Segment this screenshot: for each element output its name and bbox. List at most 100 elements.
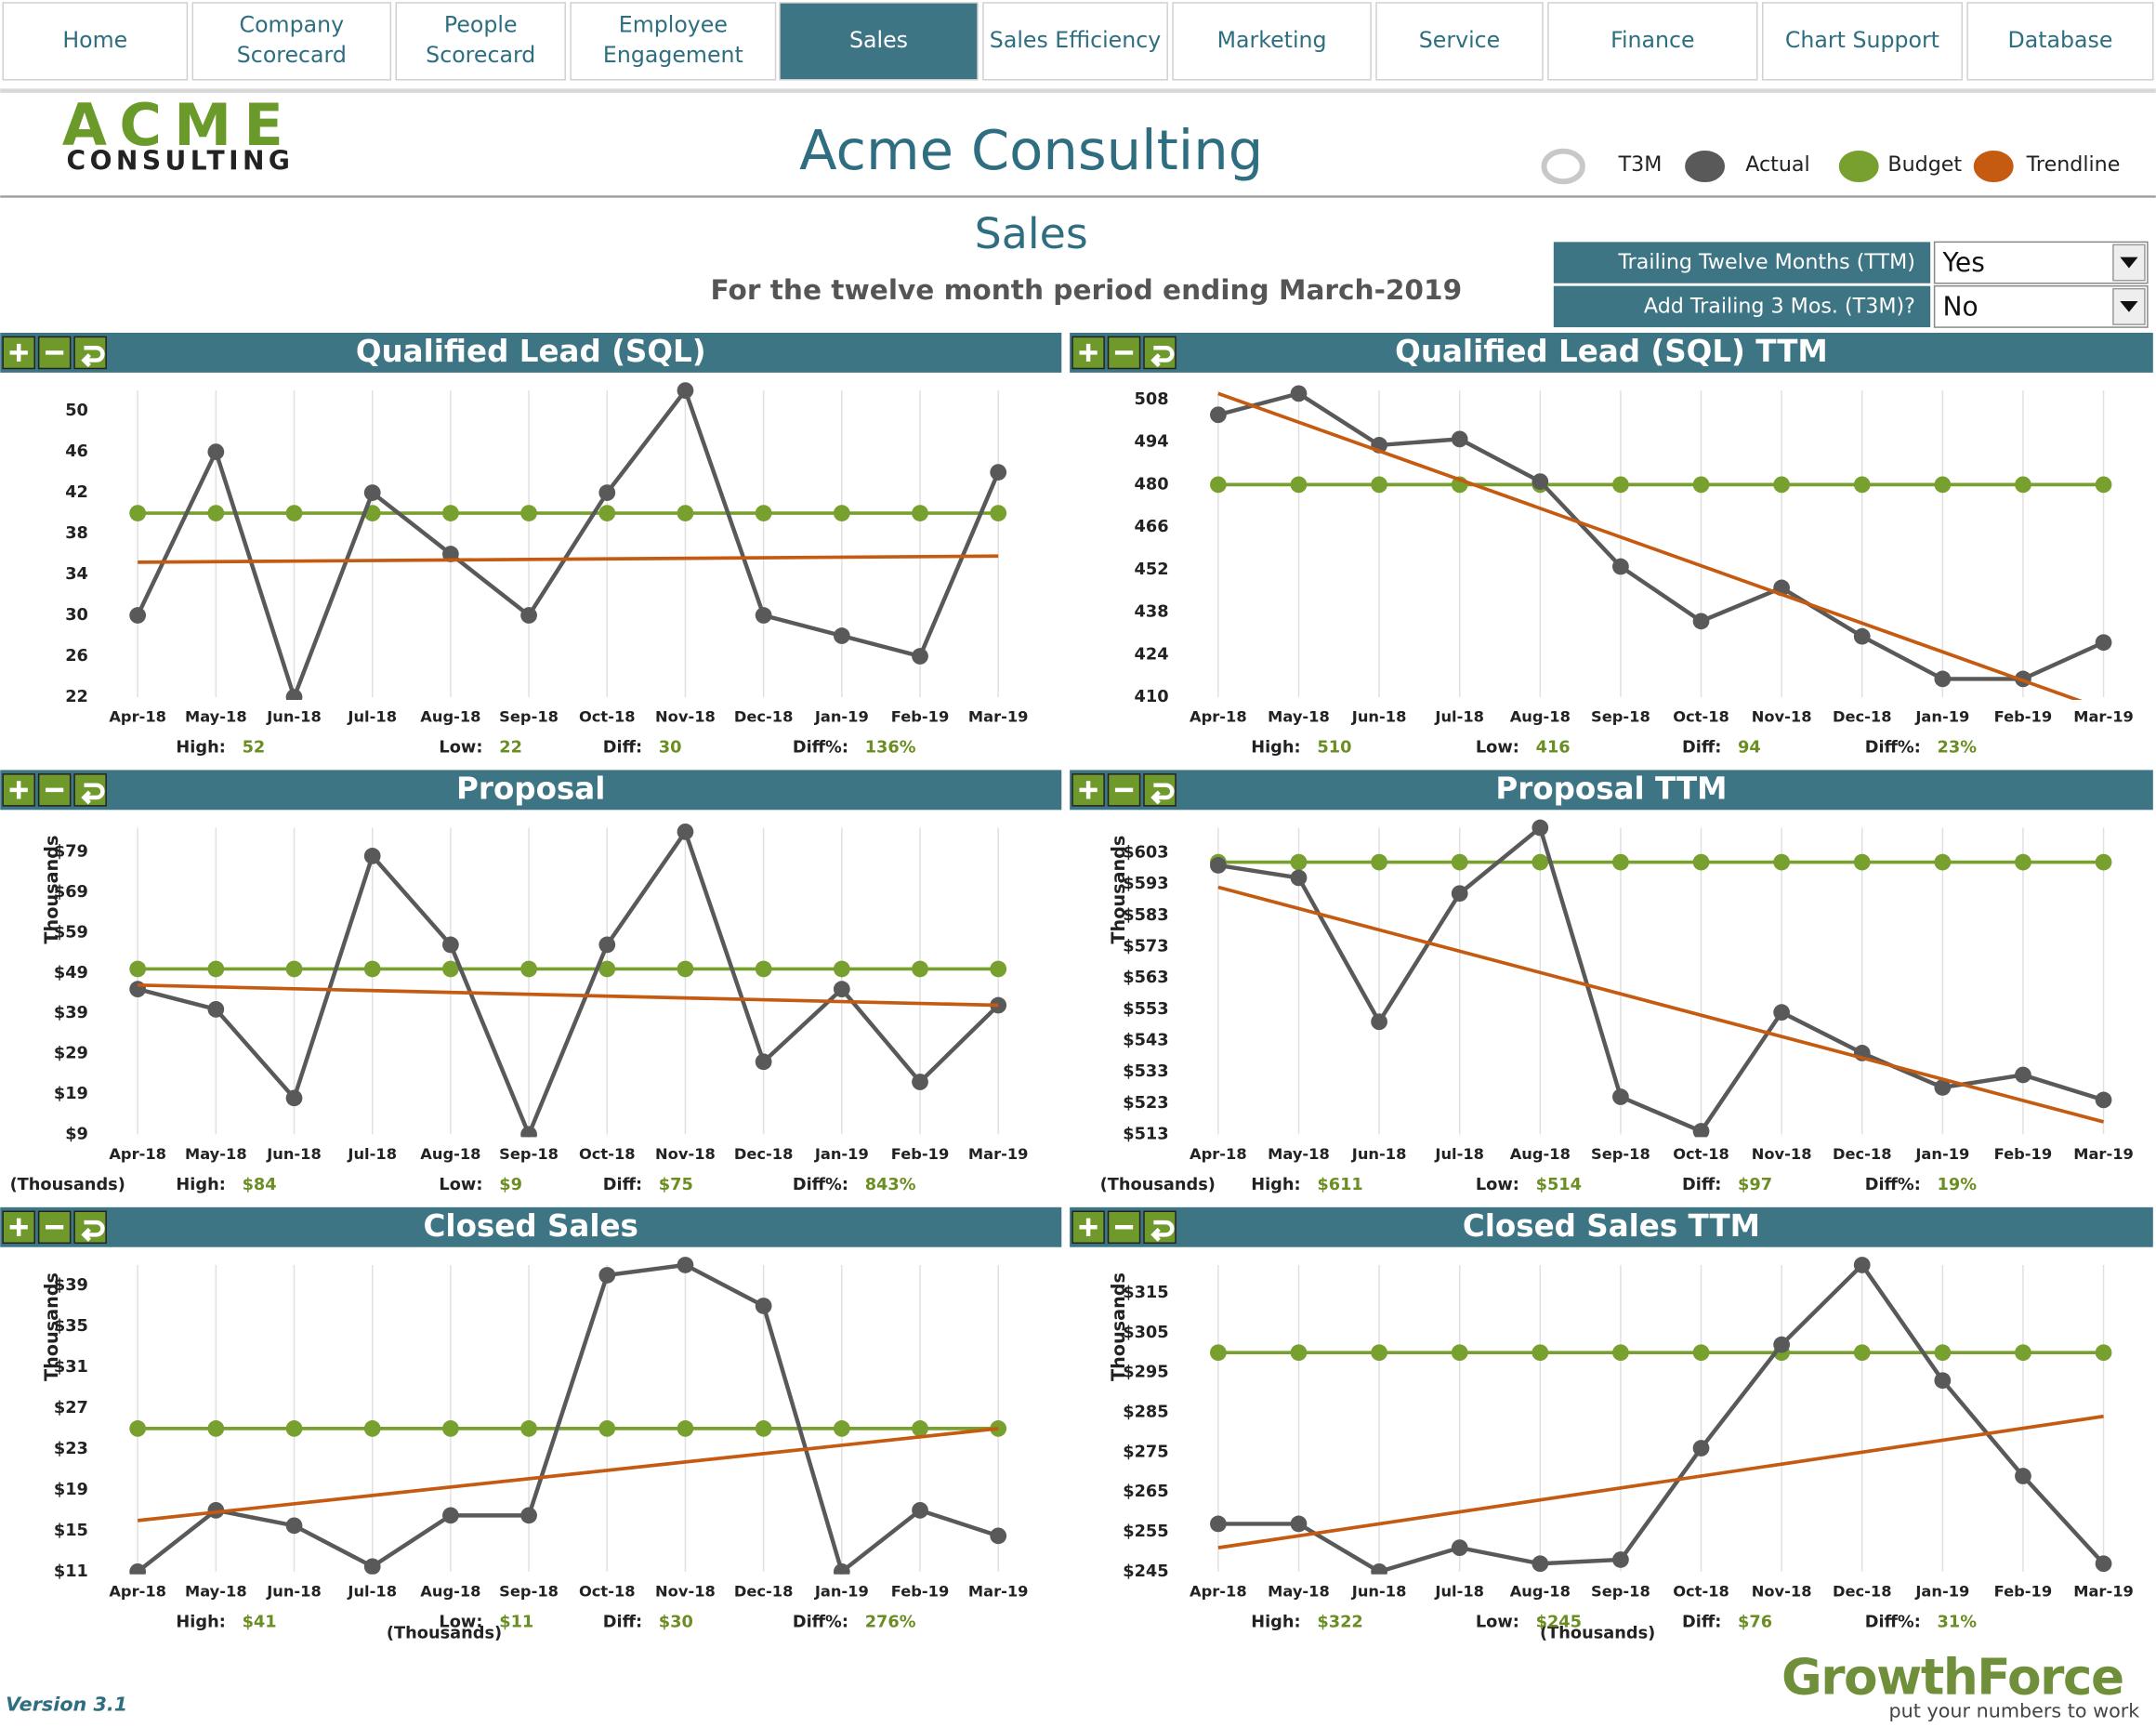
expand-button[interactable] (2, 1210, 35, 1245)
actual-point (1773, 1004, 1791, 1022)
expand-button[interactable] (1071, 336, 1105, 370)
stat-value: $11 (499, 1614, 533, 1632)
page-title: Sales (975, 208, 1088, 258)
panel-header (0, 332, 1062, 373)
nav-tab[interactable]: Home (2, 2, 189, 81)
actual-point (1612, 1551, 1629, 1568)
nav-tab[interactable]: Finance (1547, 2, 1758, 81)
collapse-button[interactable] (37, 1210, 72, 1245)
budget-point (207, 1420, 225, 1437)
reset-button[interactable] (1143, 1210, 1177, 1245)
actual-point (677, 382, 694, 399)
dropdown[interactable]: No (1933, 284, 2149, 328)
x-tick-label: May-18 (185, 1145, 247, 1163)
budget-point (1934, 476, 1952, 494)
collapse-button[interactable] (1107, 336, 1141, 370)
stat-value: $611 (1317, 1176, 1362, 1194)
nav-tab[interactable]: Marketing (1172, 2, 1372, 81)
nav-tab[interactable]: Chart Support (1761, 2, 1963, 81)
x-tick-label: Jul-18 (1434, 1145, 1484, 1163)
nav-tab[interactable]: Sales Efficiency (982, 2, 1168, 81)
reset-button[interactable] (73, 336, 107, 370)
nav-tab[interactable]: People Scorecard (395, 2, 566, 81)
budget-point (1290, 1344, 1308, 1362)
trendline-line (1217, 885, 2105, 1124)
y-tick-label: 26 (65, 647, 88, 666)
dropdown[interactable]: Yes (1933, 241, 2149, 284)
reset-button[interactable] (1143, 773, 1177, 807)
stat-label: High: (176, 739, 225, 758)
logo-text: CONSULTING (67, 146, 295, 177)
budget-point (1451, 853, 1468, 871)
y-tick-label: $275 (1123, 1443, 1168, 1461)
stat-label: Diff%: (793, 739, 848, 758)
x-tick-label: Jul-18 (1434, 708, 1484, 726)
x-tick-label: Dec-18 (734, 1583, 794, 1601)
x-tick-label: Oct-18 (579, 1145, 636, 1163)
x-tick-label: Jun-18 (1351, 708, 1407, 726)
collapse-button[interactable] (1107, 773, 1141, 807)
nav-tab[interactable]: Service (1375, 2, 1544, 81)
reset-button[interactable] (1143, 336, 1177, 370)
collapse-button[interactable] (37, 336, 72, 370)
chart-panel: Qualified Lead (SQL) Apr-18 May-18 Jun-18 Ju… (0, 332, 1062, 758)
reset-icon (1150, 346, 1175, 368)
x-tick-label: Sep-18 (1591, 1145, 1650, 1163)
trendline-line (1217, 391, 2083, 700)
actual-point (207, 443, 225, 460)
actual-point (129, 981, 147, 998)
chart-title: Closed Sales (424, 1208, 638, 1244)
budget-point (1692, 853, 1710, 871)
reset-icon (81, 1219, 105, 1242)
budget-point (1371, 476, 1387, 494)
expand-button[interactable] (2, 336, 35, 370)
stat-label: High: (176, 1614, 225, 1632)
tab-label: Chart Support (1785, 27, 1939, 53)
expand-button[interactable] (2, 773, 35, 807)
budget-point (129, 505, 147, 521)
y-tick-label: 22 (65, 688, 88, 706)
panel-header (0, 1206, 1062, 1247)
dropdown-button (2112, 287, 2146, 325)
expand-button[interactable] (1071, 1210, 1105, 1245)
x-tick-label: May-18 (1268, 1145, 1330, 1163)
collapse-button[interactable] (1107, 1210, 1141, 1245)
actual-point (833, 981, 850, 998)
y-tick-label: $553 (1123, 1000, 1168, 1019)
actual-point (1371, 1013, 1387, 1031)
actual-point (1532, 473, 1549, 490)
y-tick-label: 30 (65, 606, 88, 625)
nav-tab[interactable]: Employee Engagement (570, 2, 777, 81)
actual-point (1451, 430, 1468, 448)
trendline-line (138, 982, 999, 1008)
stat-label: Diff%: (1865, 1614, 1921, 1632)
dropdown-box (1933, 284, 2149, 328)
actual-point (442, 546, 459, 562)
reset-button[interactable] (73, 773, 107, 807)
reset-button[interactable] (73, 1210, 107, 1245)
x-tick-label: Sep-18 (499, 1145, 559, 1163)
plot (1210, 385, 2112, 700)
budget-point (1692, 1344, 1710, 1362)
x-tick-label: Aug-18 (420, 1145, 480, 1163)
budget-point (2015, 853, 2031, 871)
y-tick-label: $27 (54, 1399, 88, 1417)
actual-line (137, 826, 1000, 1138)
expand-button[interactable] (1071, 773, 1105, 807)
tab-label: Engagement (603, 42, 743, 68)
units-note: (Thousands) (387, 1624, 502, 1642)
nav-tab[interactable]: Sales (779, 2, 979, 81)
x-tick-label: Apr-18 (109, 1145, 166, 1163)
actual-point (912, 1074, 928, 1090)
nav-tab[interactable]: Company Scorecard (191, 2, 392, 81)
x-tick-label: Jul-18 (347, 1145, 397, 1163)
panel-header (1070, 332, 2153, 373)
budget-point (1692, 476, 1710, 494)
y-tick-label: 466 (1135, 518, 1169, 536)
trendline-line (1217, 1414, 2104, 1549)
nav-tab[interactable]: Database (1966, 2, 2154, 81)
y-tick-label: 42 (65, 483, 88, 502)
collapse-button[interactable] (37, 773, 72, 807)
